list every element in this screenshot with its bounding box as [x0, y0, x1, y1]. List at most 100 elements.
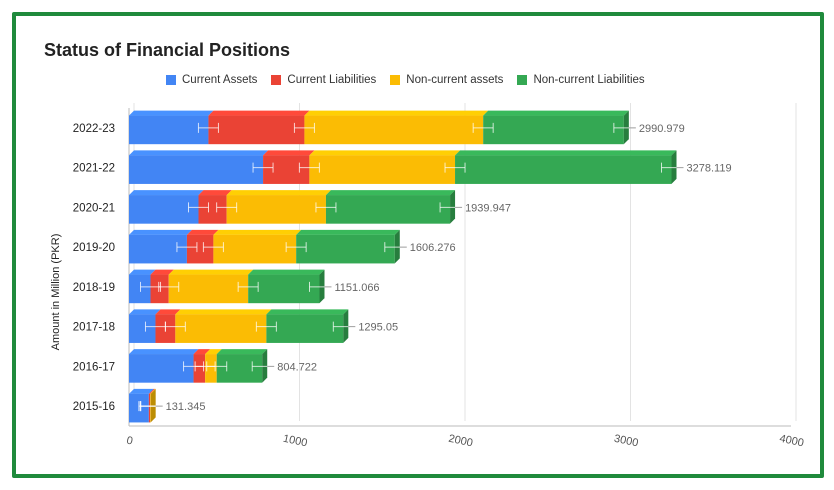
bar-segment: [193, 354, 206, 383]
error-bar: [293, 122, 315, 133]
bar-segment-top: [129, 190, 204, 196]
y-tick-label: 2015-16: [73, 401, 115, 413]
bar-segment-top: [226, 190, 331, 196]
legend-item-noncurrent-assets: Non-current assets: [390, 74, 503, 86]
bar-segment-top: [148, 388, 156, 394]
bar-segment-top: [155, 309, 181, 315]
error-bar: [206, 361, 228, 372]
legend-item-noncurrent-liabilities: Non-current Liabilities: [517, 74, 645, 86]
total-data-label: 3278.119: [687, 163, 732, 175]
bar-segment-top: [175, 309, 272, 315]
bar-segment-top: [205, 349, 222, 355]
bar-segment: [325, 195, 451, 224]
bar-segment-top: [129, 150, 269, 156]
x-tick-label: 2000: [447, 433, 473, 450]
total-data-label: 131.345: [166, 401, 206, 413]
x-tick-label: 3000: [613, 433, 639, 450]
error-bar: [176, 242, 198, 253]
bar-segment: [208, 115, 305, 145]
bar-segment: [248, 274, 320, 304]
bar-segment: [483, 115, 624, 145]
error-bar: [472, 122, 494, 133]
legend-item-current-liabilities: Current Liabilities: [271, 74, 376, 86]
bar-segment-top: [208, 110, 310, 116]
bar-segment: [150, 393, 151, 423]
bar-segment: [186, 234, 214, 264]
legend: Current Assets Current Liabilities Non-c…: [166, 74, 645, 86]
bar-segment: [304, 115, 484, 145]
total-data-label: 804.722: [277, 361, 317, 373]
total-data-label: 2990.979: [639, 123, 685, 135]
bar-segment-top: [150, 269, 174, 275]
bar-segment-top: [129, 110, 214, 116]
bar-segment: [226, 195, 326, 224]
legend-swatch-noncurrent-assets: [390, 75, 401, 85]
error-bar: [255, 321, 277, 332]
y-tick-label: 2017-18: [73, 322, 115, 334]
bar-segment-top: [168, 269, 254, 275]
bar-segment: [213, 234, 297, 264]
error-bar: [164, 321, 186, 332]
error-bar: [252, 162, 274, 173]
error-bar: [202, 242, 224, 253]
bar-segment-top: [129, 269, 156, 275]
legend-label-current-assets: Current Assets: [182, 74, 258, 86]
bar-segment-top: [455, 150, 677, 156]
y-tick-label: 2022-23: [73, 123, 115, 135]
bar-segment-top: [198, 190, 232, 196]
bar-segment: [216, 354, 263, 383]
bar-segment-top: [304, 110, 489, 116]
bar-segment: [129, 314, 156, 343]
y-tick-label: 2016-17: [73, 361, 115, 373]
legend-label-noncurrent-assets: Non-current assets: [406, 74, 504, 86]
plot-area: 0 1000 2000 3000 4000 2022-23 2990.979 2021-22 3…: [73, 103, 805, 450]
error-bar: [237, 281, 259, 292]
bar-segment-top: [129, 229, 192, 235]
bar-segment: [175, 314, 267, 343]
y-tick-label: 2018-19: [73, 282, 115, 294]
bar-segment: [168, 274, 249, 304]
bar-segment-top: [213, 229, 302, 235]
x-tick-label: 4000: [778, 433, 804, 450]
bar-segment: [129, 155, 264, 184]
error-bar: [188, 202, 210, 213]
chart-title: Status of Financial Positions: [44, 40, 291, 60]
bar-segment-top: [216, 349, 268, 355]
error-bar: [158, 281, 180, 292]
bar-segment-top: [248, 269, 325, 275]
bar-segment: [129, 234, 187, 264]
legend-label-current-liabilities: Current Liabilities: [287, 74, 377, 86]
bar-segment-top: [186, 229, 219, 235]
bar-segment-top: [263, 150, 315, 156]
bar-segment: [129, 115, 209, 145]
bar-segment: [205, 354, 217, 383]
bar-segment: [309, 155, 456, 184]
bar-segment: [266, 314, 344, 343]
bar-segment-top: [129, 309, 161, 315]
bar-segment-top: [129, 349, 199, 355]
legend-item-current-assets: Current Assets: [166, 74, 257, 86]
bar-segment: [296, 234, 395, 264]
legend-swatch-current-assets: [166, 75, 176, 85]
bar-segment-top: [266, 309, 349, 315]
bar-segment-top: [150, 388, 156, 394]
error-bar: [285, 242, 307, 253]
total-data-label: 1151.066: [334, 282, 379, 294]
bar-segment-top: [309, 150, 461, 156]
bar-segment-top: [483, 110, 629, 116]
bar-segment: [150, 274, 169, 304]
bar-segment: [455, 155, 672, 184]
x-tick-label: 1000: [282, 433, 308, 450]
bar-segment-top: [193, 349, 211, 355]
error-bar: [216, 202, 238, 213]
error-bar: [315, 202, 337, 213]
bar-segment-top: [296, 229, 400, 235]
bar-segment: [129, 195, 199, 224]
y-tick-label: 2020-21: [73, 202, 115, 214]
total-data-label: 1606.276: [410, 242, 456, 254]
total-data-label: 1939.947: [465, 202, 511, 214]
legend-swatch-current-liabilities: [271, 75, 282, 85]
error-bar: [298, 162, 320, 173]
bar-segment-top: [129, 388, 154, 394]
bar-segment-top: [325, 190, 456, 196]
